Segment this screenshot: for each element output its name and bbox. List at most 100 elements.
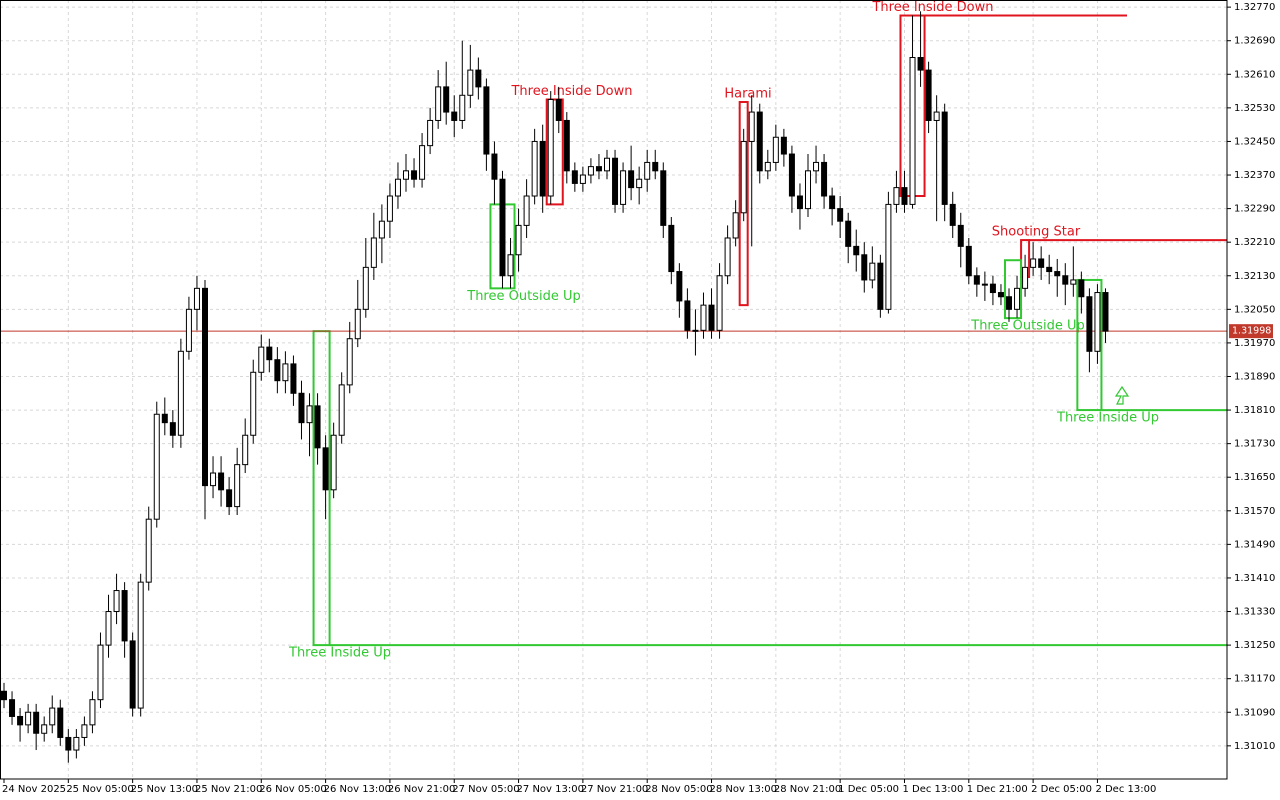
y-tick-label: 1.31410 xyxy=(1234,573,1275,584)
candle-body xyxy=(724,237,731,277)
pattern-label: Three Inside Up xyxy=(1056,411,1159,426)
candle-body xyxy=(1038,258,1045,268)
y-tick-label: 1.31570 xyxy=(1234,506,1275,517)
candle-body xyxy=(177,350,184,436)
candle-body xyxy=(668,224,675,273)
x-tick-label: 2 Dec 13:00 xyxy=(1095,784,1156,795)
candle-body xyxy=(1046,266,1053,273)
candle-body xyxy=(491,153,498,180)
x-tick-label: 26 Nov 13:00 xyxy=(324,784,391,795)
candle-body xyxy=(1,690,7,701)
candle-body xyxy=(443,86,450,113)
candle-body xyxy=(475,69,482,88)
y-tick-label: 1.31170 xyxy=(1234,674,1275,685)
y-tick-label: 1.31810 xyxy=(1234,405,1275,416)
candle-body xyxy=(1102,292,1109,332)
candle-body xyxy=(306,405,313,424)
y-tick-label: 1.31890 xyxy=(1234,371,1275,382)
candle-body xyxy=(853,245,860,256)
candle-body xyxy=(73,736,80,751)
candle-body xyxy=(507,254,514,277)
candle-body xyxy=(354,308,361,340)
candle-body xyxy=(145,518,152,583)
y-tick-label: 1.32530 xyxy=(1234,103,1275,114)
candle-body xyxy=(829,195,836,210)
y-tick-label: 1.32770 xyxy=(1234,2,1275,13)
y-tick-label: 1.32210 xyxy=(1234,237,1275,248)
candle-body xyxy=(65,736,72,751)
y-tick-label: 1.32450 xyxy=(1234,136,1275,147)
candles xyxy=(1,11,1109,763)
annotations: Three Inside Up Three Outside Up Three Ins… xyxy=(288,0,1227,661)
candle-body xyxy=(411,170,418,180)
pattern-box xyxy=(1076,278,1103,412)
candle-body xyxy=(226,489,233,508)
x-tick-label: 25 Nov 05:00 xyxy=(66,784,133,795)
candle-body xyxy=(113,590,120,613)
x-tick-label: 27 Nov 13:00 xyxy=(517,784,584,795)
candle-body xyxy=(258,346,265,373)
candle-body xyxy=(451,111,458,121)
y-tick-label: 1.31650 xyxy=(1234,472,1275,483)
candle-body xyxy=(17,715,24,726)
candle-body xyxy=(290,363,297,394)
candle-body xyxy=(1062,275,1069,285)
candle-body xyxy=(805,170,811,210)
y-tick-label: 1.32690 xyxy=(1234,36,1275,47)
candle-body xyxy=(427,119,434,147)
x-tick-label: 2 Dec 05:00 xyxy=(1031,784,1092,795)
candle-body xyxy=(539,140,546,197)
candle-body xyxy=(620,170,627,205)
candle-body xyxy=(563,119,570,172)
y-tick-label: 1.31970 xyxy=(1234,338,1275,349)
x-tick-label: 1 Dec 21:00 xyxy=(967,784,1028,795)
candle-body xyxy=(1086,296,1093,352)
y-tick-label: 1.32130 xyxy=(1234,271,1275,282)
pattern-label: Three Inside Down xyxy=(871,0,993,15)
y-tick-label: 1.31090 xyxy=(1234,707,1275,718)
candle-body xyxy=(274,359,281,382)
candle-body xyxy=(877,262,884,310)
candle-body xyxy=(419,145,426,180)
candle-body xyxy=(732,212,739,239)
candle-body xyxy=(636,178,643,189)
candle-body xyxy=(981,283,988,286)
candle-body xyxy=(700,304,707,331)
x-tick-label: 26 Nov 05:00 xyxy=(259,784,326,795)
candle-body xyxy=(780,136,787,155)
candle-body xyxy=(772,136,779,163)
candle-body xyxy=(1070,279,1077,285)
candle-body xyxy=(523,195,530,226)
candle-body xyxy=(169,422,176,436)
candle-body xyxy=(185,308,192,352)
candle-body xyxy=(925,69,932,121)
candle-body xyxy=(628,170,635,189)
y-tick-label: 1.31490 xyxy=(1234,539,1275,550)
pattern-label: Three Outside Up xyxy=(970,319,1084,334)
candle-body xyxy=(499,178,506,277)
candle-body xyxy=(652,161,659,172)
candle-body xyxy=(153,413,160,520)
candle-body xyxy=(25,711,32,726)
candle-body xyxy=(965,245,972,277)
candle-body xyxy=(917,57,924,71)
pattern-label: Three Outside Up xyxy=(466,289,580,304)
candle-body xyxy=(89,699,96,726)
candle-body xyxy=(893,187,900,205)
candle-body xyxy=(555,98,562,121)
candle-body xyxy=(933,111,940,121)
pattern-label: Three Inside Down xyxy=(510,84,632,99)
candle-body xyxy=(644,161,651,180)
y-tick-label: 1.32290 xyxy=(1234,204,1275,215)
pattern-label: Three Inside Up xyxy=(288,646,391,661)
candle-body xyxy=(869,262,876,281)
candle-body xyxy=(821,161,828,197)
candle-body xyxy=(105,611,112,646)
candle-body xyxy=(531,140,538,197)
candle-body xyxy=(1006,296,1012,310)
candle-body xyxy=(515,224,522,256)
y-tick-label: 1.32370 xyxy=(1234,170,1275,181)
candle-body xyxy=(909,57,916,205)
